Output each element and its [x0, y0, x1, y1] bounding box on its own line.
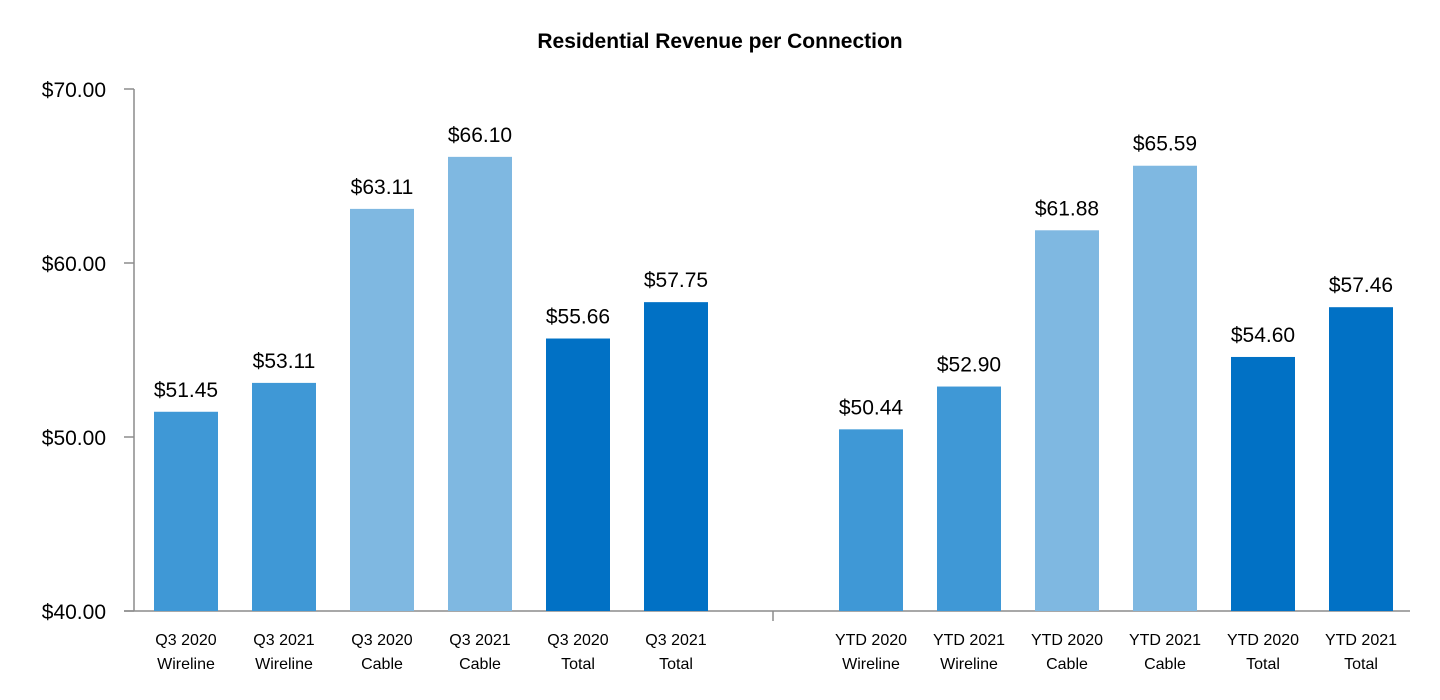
x-tick-label: Wireline: [940, 656, 998, 673]
x-tick-label: Total: [561, 656, 595, 673]
x-tick-label: Total: [1246, 656, 1280, 673]
x-tick-label: Wireline: [842, 656, 900, 673]
x-tick-label: Cable: [1046, 656, 1088, 673]
data-label: $61.88: [1035, 197, 1099, 220]
chart-title: Residential Revenue per Connection: [537, 30, 902, 53]
data-label: $57.75: [644, 269, 708, 292]
bar-q3-2: [350, 208, 414, 612]
x-tick-label: YTD 2021: [1325, 632, 1397, 649]
x-tick-label: YTD 2020: [1227, 632, 1299, 649]
x-tick-label: Total: [1344, 656, 1378, 673]
bar-ytd-2: [1035, 230, 1099, 611]
x-tick-label: YTD 2021: [1129, 632, 1201, 649]
bars: [154, 156, 1393, 612]
data-label: $50.44: [839, 396, 904, 419]
y-tick-label: $50.00: [42, 427, 106, 450]
bar-q3-0: [154, 411, 218, 611]
y-tick-label: $40.00: [42, 601, 106, 624]
x-tick-label: Q3 2020: [155, 632, 216, 649]
data-label: $51.45: [154, 379, 218, 402]
x-tick-label: Cable: [459, 656, 501, 673]
data-label: $54.60: [1231, 324, 1295, 347]
x-tick-label: Wireline: [157, 656, 215, 673]
x-tick-label: Q3 2020: [547, 632, 608, 649]
data-label: $63.11: [351, 176, 414, 199]
x-tick-label: Q3 2021: [253, 632, 314, 649]
data-label: $57.46: [1329, 274, 1393, 297]
bar-ytd-0: [839, 429, 903, 611]
x-tick-label: Wireline: [255, 656, 313, 673]
bar-q3-1: [252, 382, 316, 611]
x-tick-label: Q3 2021: [449, 632, 510, 649]
bar-ytd-1: [937, 386, 1001, 611]
x-tick-label: Cable: [1144, 656, 1186, 673]
bar-ytd-3: [1133, 165, 1197, 611]
x-tick-label: YTD 2020: [1031, 632, 1103, 649]
data-label: $53.11: [253, 350, 316, 373]
bar-ytd-5: [1329, 307, 1393, 611]
bar-q3-4: [546, 338, 610, 611]
data-label: $52.90: [937, 354, 1001, 377]
labels: $51.45 Q3 2020 Wireline $53.11 Q3 2021 Wireli…: [154, 124, 1397, 673]
data-label: $66.10: [448, 124, 512, 147]
data-label: $55.66: [546, 306, 610, 329]
x-tick-label: Cable: [361, 656, 403, 673]
x-tick-label: Q3 2021: [645, 632, 706, 649]
bar-q3-5: [644, 302, 708, 611]
x-tick-label: Q3 2020: [351, 632, 412, 649]
data-label: $65.59: [1133, 133, 1197, 156]
bar-q3-3: [448, 156, 512, 612]
bar-ytd-4: [1231, 356, 1295, 611]
x-tick-label: YTD 2020: [835, 632, 907, 649]
x-tick-label: Total: [659, 656, 693, 673]
y-tick-label: $60.00: [42, 253, 106, 276]
x-tick-label: YTD 2021: [933, 632, 1005, 649]
y-tick-label: $70.00: [42, 79, 106, 102]
axes: $40.00 $50.00 $60.00 $70.00: [42, 79, 1410, 624]
